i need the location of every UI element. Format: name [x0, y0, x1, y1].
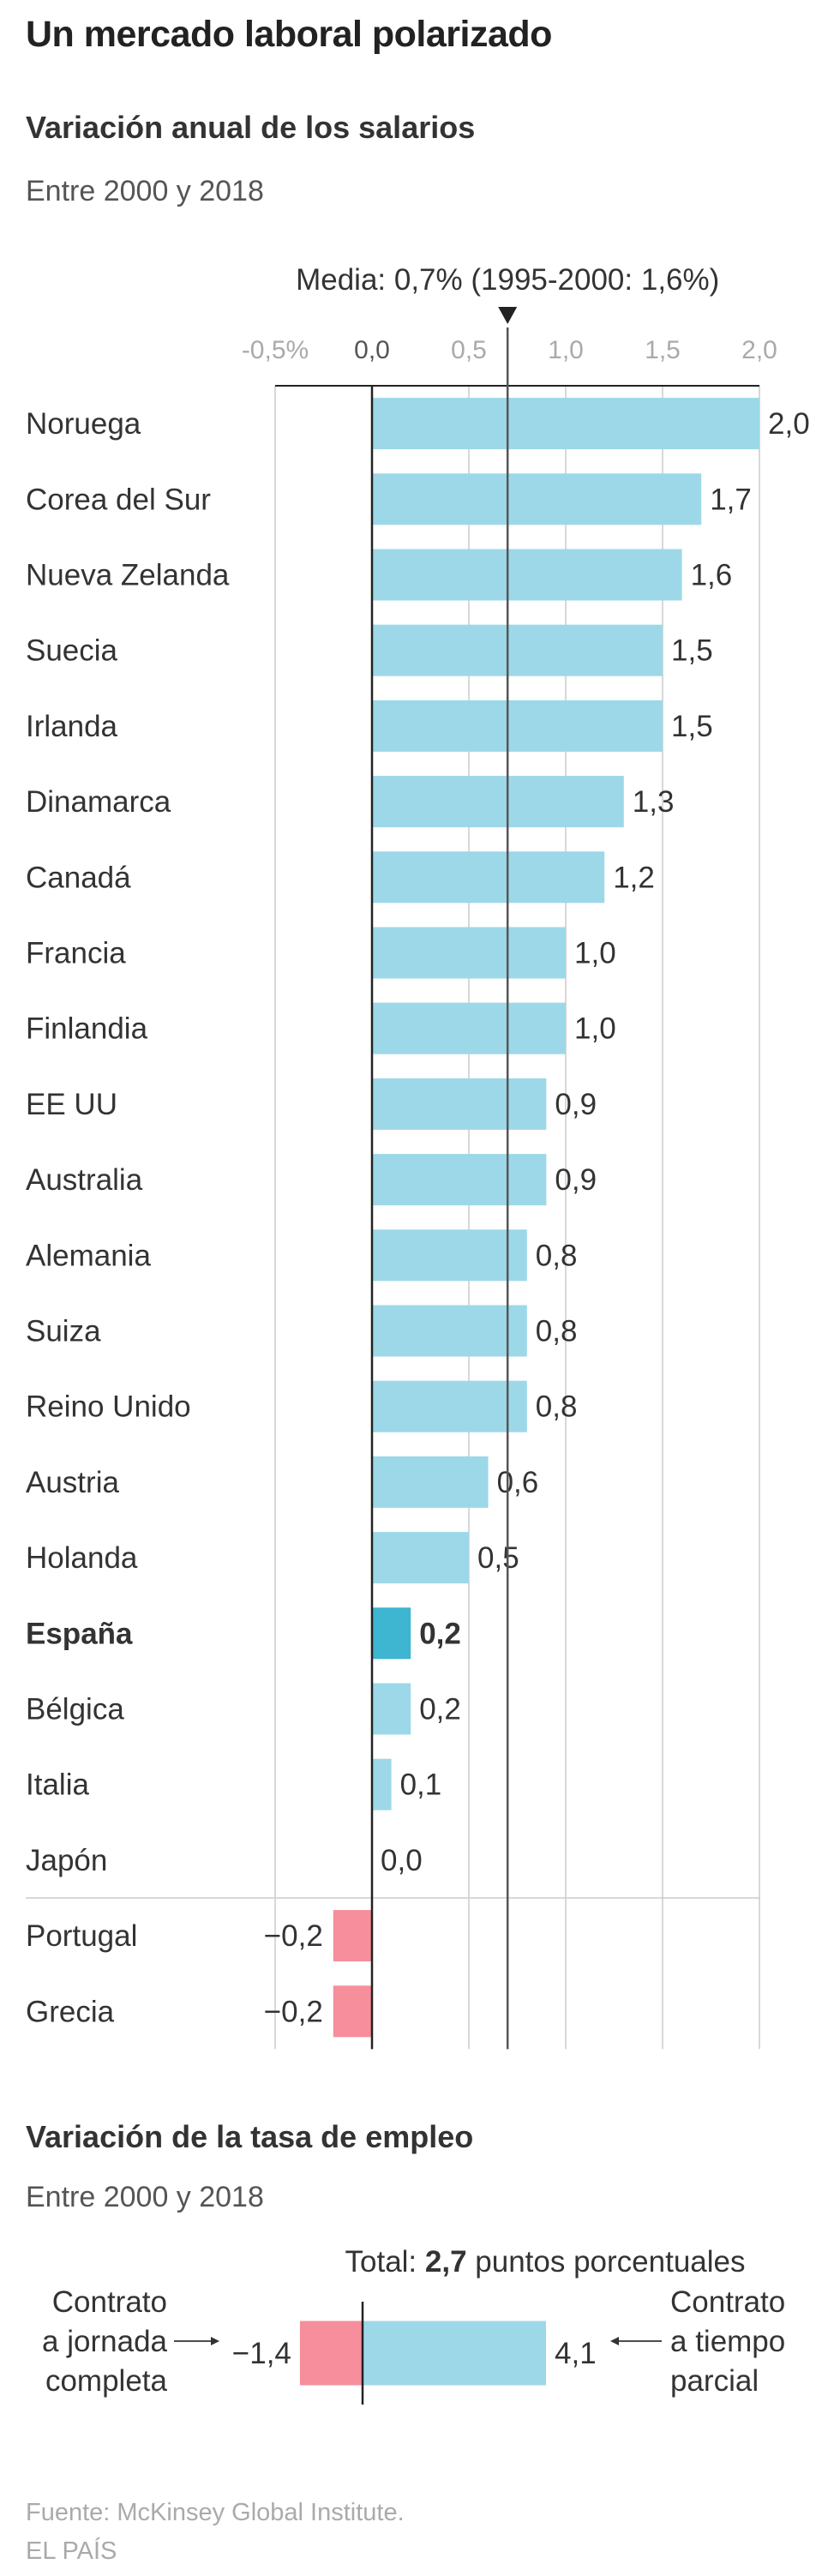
data-label: 4,1 — [555, 2337, 597, 2370]
category-label: Japón — [26, 1844, 107, 1877]
bar — [372, 1380, 527, 1432]
data-label: 1,2 — [613, 861, 655, 894]
data-label: 0,6 — [497, 1466, 539, 1499]
category-label: Holanda — [26, 1541, 138, 1575]
total-suffix: puntos porcentuales — [467, 2245, 746, 2279]
data-label: 0,0 — [381, 1844, 423, 1877]
x-tick-label: 0,5 — [451, 336, 487, 364]
total-value: 2,7 — [425, 2245, 467, 2279]
bar — [333, 1985, 372, 2038]
category-label: Australia — [26, 1163, 143, 1197]
category-label: Irlanda — [26, 710, 118, 743]
bar-full-time — [299, 2321, 363, 2386]
series-label-part-time: Contrato — [670, 2285, 785, 2319]
total-label: Total: 2,7 puntos porcentuales — [345, 2245, 746, 2279]
category-label: Dinamarca — [26, 785, 171, 819]
source-note: Fuente: McKinsey Global Institute. — [26, 2499, 405, 2526]
bar — [333, 1910, 372, 1962]
bar — [372, 1229, 527, 1282]
data-label: 1,5 — [671, 710, 713, 743]
data-label: 0,2 — [419, 1693, 461, 1726]
arrow-right-icon — [211, 2337, 219, 2345]
bar — [372, 1002, 566, 1054]
data-label: −0,2 — [264, 1995, 323, 2028]
series-label-part-time: parcial — [670, 2364, 759, 2398]
arrow-left-icon — [610, 2337, 619, 2345]
data-label: 0,8 — [536, 1239, 578, 1272]
series-label-part-time: a tiempo — [670, 2325, 785, 2358]
page-title: Un mercado laboral polarizado — [26, 14, 552, 55]
data-label: 0,9 — [555, 1163, 597, 1197]
bar — [372, 1078, 547, 1130]
x-tick-label: -0,5% — [242, 336, 309, 364]
bar — [372, 549, 682, 601]
data-label: 0,8 — [536, 1390, 578, 1424]
data-label: 1,5 — [671, 634, 713, 668]
chart-subtitle: Entre 2000 y 2018 — [26, 175, 264, 207]
data-label: 1,7 — [710, 483, 752, 516]
series-label-full-time: a jornada — [42, 2325, 167, 2358]
total-prefix: Total: — [345, 2245, 425, 2279]
category-label: Bélgica — [26, 1693, 124, 1726]
publisher-credit: EL PAÍS — [26, 2537, 117, 2565]
bar — [372, 1532, 469, 1584]
bar — [372, 927, 566, 979]
bar — [372, 1456, 489, 1508]
category-label: Finlandia — [26, 1012, 148, 1046]
category-label: Corea del Sur — [26, 483, 211, 516]
category-label: Austria — [26, 1466, 119, 1499]
category-label: España — [26, 1617, 133, 1650]
category-label: Noruega — [26, 407, 141, 441]
data-label: 2,0 — [768, 407, 810, 441]
data-label: 0,1 — [400, 1768, 442, 1802]
bar — [372, 1305, 527, 1357]
bar — [372, 624, 663, 676]
x-tick-label: 0,0 — [354, 336, 390, 364]
bar — [372, 776, 624, 828]
employment-diverging-chart: Total: 2,7 puntos porcentuales −1,4 4,1 Con… — [42, 2245, 785, 2405]
bar — [372, 1154, 547, 1206]
x-tick-label: 1,5 — [645, 336, 681, 364]
chart-subtitle-employment: Entre 2000 y 2018 — [26, 2181, 264, 2213]
category-label: Reino Unido — [26, 1390, 191, 1424]
bar — [372, 700, 663, 752]
data-label: 0,8 — [536, 1315, 578, 1348]
category-label: Suecia — [26, 634, 118, 668]
data-label: 1,6 — [691, 559, 733, 592]
series-label-full-time: Contrato — [52, 2285, 167, 2319]
category-label: EE UU — [26, 1088, 117, 1121]
data-label: −0,2 — [264, 1919, 323, 1953]
category-label: Alemania — [26, 1239, 151, 1272]
category-label: Suiza — [26, 1315, 101, 1348]
chart-title: Variación anual de los salarios — [26, 110, 476, 145]
salary-bar-chart: -0,5% 0,0 0,5 1,0 1,5 2,0 Noruega 2,0 Corea del … — [26, 263, 810, 2050]
category-label: Canadá — [26, 861, 131, 894]
category-label: Portugal — [26, 1919, 137, 1953]
series-label-full-time: completa — [45, 2364, 168, 2398]
data-label: 0,9 — [555, 1088, 597, 1121]
data-label: 1,0 — [574, 1012, 616, 1046]
data-label: 1,0 — [574, 937, 616, 970]
bar — [372, 1607, 411, 1660]
x-tick-label: 1,0 — [548, 336, 584, 364]
data-label: 0,5 — [477, 1541, 519, 1575]
bar — [372, 1758, 392, 1810]
x-tick-label: 2,0 — [741, 336, 777, 364]
bar — [372, 473, 702, 525]
chart-title-employment: Variación de la tasa de empleo — [26, 2119, 474, 2154]
category-label: Italia — [26, 1768, 89, 1802]
bar — [372, 851, 605, 904]
category-label: Francia — [26, 937, 126, 970]
data-label: 0,2 — [419, 1617, 461, 1650]
mean-marker-icon — [498, 307, 518, 324]
category-label: Nueva Zelanda — [26, 559, 230, 592]
data-label: −1,4 — [232, 2337, 291, 2370]
bar — [372, 398, 759, 450]
category-label: Grecia — [26, 1995, 115, 2028]
bar — [372, 1683, 411, 1735]
bar-part-time — [363, 2321, 547, 2386]
mean-annotation: Media: 0,7% (1995-2000: 1,6%) — [296, 263, 719, 297]
data-label: 1,3 — [633, 785, 675, 819]
